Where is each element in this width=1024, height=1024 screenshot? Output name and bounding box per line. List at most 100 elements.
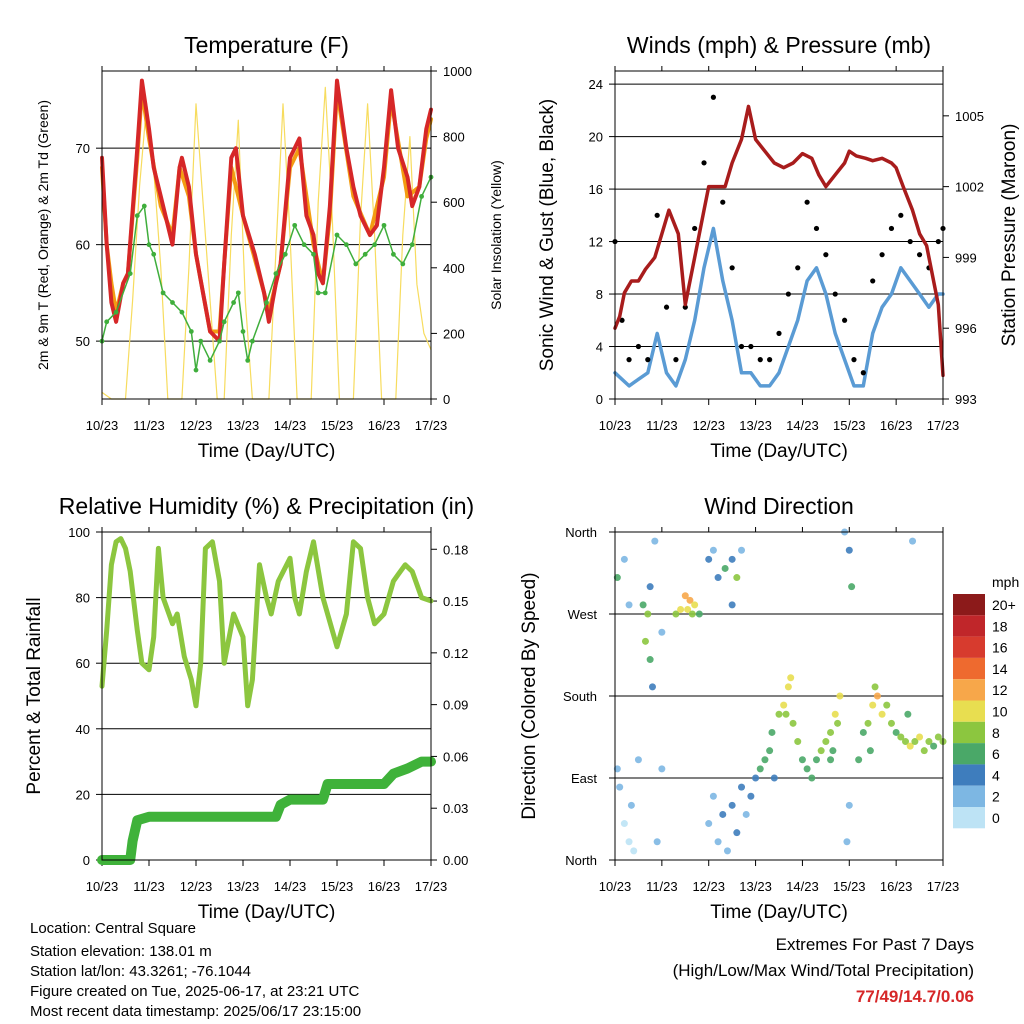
- panel-2-xtick-label: 17/23: [927, 418, 960, 433]
- panel-1-point-2m-td: [113, 309, 119, 315]
- panel-3-y2tick-label: 0.18: [443, 542, 468, 557]
- panel-1-ytick-label: 50: [76, 334, 90, 349]
- panel-1-point-2m-td: [362, 251, 368, 257]
- panel-2-point-gust: [879, 252, 885, 258]
- panel-4-direction-point: [784, 683, 792, 691]
- panel-4-direction-point: [831, 710, 839, 718]
- station-elevation: Station elevation: 138.01 m: [30, 943, 212, 960]
- panel-4-direction-point: [906, 742, 914, 750]
- panel-4-direction-point: [747, 792, 755, 800]
- panel-4-direction-point: [733, 574, 741, 582]
- panel-3-ylabel: Percent & Total Rainfall: [24, 597, 45, 794]
- panel-2-point-gust: [729, 265, 735, 271]
- panel-2-ytick-label: 12: [589, 235, 603, 250]
- panel-2-frame: [614, 70, 944, 400]
- legend-label: 20+: [992, 597, 1016, 613]
- panel-3-series-relative-humidity: [99, 536, 434, 709]
- panel-1-point-2m-td: [315, 290, 321, 296]
- panel-4-xtick-label: 12/23: [692, 879, 725, 894]
- panel-4-direction-point: [845, 801, 853, 809]
- panel-4-direction-point: [897, 733, 905, 741]
- panel-4-direction-point: [742, 810, 750, 818]
- panel-1-title: Temperature (F): [184, 32, 349, 58]
- legend-label: 6: [992, 746, 1000, 762]
- panel-1-point-2m-td: [245, 358, 251, 363]
- panel-3-ytick-label: 100: [68, 525, 90, 540]
- panel-2-point-gust: [635, 343, 642, 350]
- panel-3-y2tick-label: 0.15: [443, 594, 468, 609]
- panel-4-direction-point: [625, 838, 633, 846]
- panel-2-point-gust: [898, 212, 904, 218]
- panel-4-direction-point: [855, 756, 863, 764]
- panel-2-ylabel: Sonic Wind & Gust (Blue, Black): [537, 99, 558, 371]
- panel-2-point-gust: [710, 94, 717, 100]
- panel-2-point-gust: [673, 357, 679, 363]
- panel-2-xtick-label: 12/23: [692, 418, 725, 433]
- panel-2-ytick-label: 16: [589, 182, 603, 197]
- panel-3-frame: [101, 531, 432, 861]
- panel-1-point-2m-td: [231, 300, 237, 305]
- panel-2-xtick-label: 14/23: [786, 418, 819, 433]
- panel-2-point-gust: [776, 330, 782, 336]
- legend-swatch: [953, 721, 985, 744]
- panel-4-direction-point: [812, 756, 820, 764]
- panel-4-direction-point: [930, 742, 938, 750]
- panel-2-point-gust: [795, 265, 801, 271]
- panel-4-direction-point: [738, 783, 746, 791]
- panel-3-xtick-label: 17/23: [415, 879, 448, 894]
- panel-1-point-2m-td: [301, 242, 307, 248]
- panel-4-xtick-label: 10/23: [599, 879, 632, 894]
- panel-4-direction-point: [803, 765, 811, 773]
- panel-1-xtick-label: 14/23: [274, 418, 307, 433]
- panel-4-direction-point: [677, 605, 685, 613]
- legend-label: 18: [992, 618, 1008, 634]
- panel-1-point-2m-td: [235, 290, 241, 296]
- extremes-subtitle: (High/Low/Max Wind/Total Precipitation): [672, 961, 974, 980]
- panel-4-direction-point: [766, 747, 774, 755]
- legend-label: 2: [992, 789, 1000, 805]
- panel-4-direction-point: [892, 728, 900, 736]
- panel-4-direction-point: [705, 820, 713, 828]
- panel-1-y2tick-label: 600: [443, 195, 465, 210]
- panel-4-direction-point: [843, 838, 851, 846]
- panel-4-direction-point: [925, 738, 933, 746]
- panel-4-direction-point: [902, 738, 910, 746]
- panel-3-y2tick-label: 0.03: [443, 801, 468, 816]
- panel-4-direction-point: [620, 820, 628, 828]
- panel-4-xtick-label: 14/23: [786, 879, 819, 894]
- panel-3-xtick-label: 15/23: [321, 879, 354, 894]
- panel-4-xtick-label: 13/23: [739, 879, 772, 894]
- panel-4-direction-point: [709, 792, 717, 800]
- panel-4-direction-point: [780, 701, 788, 709]
- panel-4-direction-point: [834, 719, 842, 727]
- panel-4-direction-point: [920, 747, 928, 755]
- panel-4-direction-point: [653, 838, 661, 846]
- panel-1-point-2m-td: [198, 338, 204, 344]
- panel-2-point-gust: [626, 357, 632, 363]
- panel-4-direction-point: [705, 555, 713, 563]
- panel-4-direction-point: [681, 592, 689, 600]
- panel-2-point-gust: [851, 357, 857, 363]
- panel-4-direction-point: [752, 774, 760, 782]
- panel-1-ylabel: 2m & 9m T (Red, Orange) & 2m Td (Green): [35, 100, 51, 370]
- panel-4-direction-point: [822, 738, 830, 746]
- panel-1-point-2m-td: [240, 329, 246, 334]
- panel-4-direction-point: [627, 801, 635, 809]
- panel-4-direction-point: [761, 756, 769, 764]
- panel-4-direction-point: [714, 838, 722, 846]
- panel-4-direction-point: [646, 583, 654, 591]
- panel-3-xtick-label: 12/23: [180, 879, 213, 894]
- panel-4-direction-point: [770, 774, 778, 782]
- panel-1-point-2m-td: [264, 300, 269, 305]
- panel-1-ytick-label: 70: [76, 141, 90, 156]
- legend-swatch: [953, 807, 985, 829]
- panel-4-direction-point: [672, 610, 680, 618]
- panel-1-series-2m-t: [100, 78, 433, 344]
- panel-3-y2tick-label: 0.06: [443, 749, 468, 764]
- legend-label: 10: [992, 704, 1008, 720]
- panel-1-xtick-label: 10/23: [86, 418, 119, 433]
- panel-4-direction-point: [728, 555, 736, 563]
- panel-4-direction-point: [646, 656, 654, 664]
- panel-2-point-gust: [748, 343, 754, 350]
